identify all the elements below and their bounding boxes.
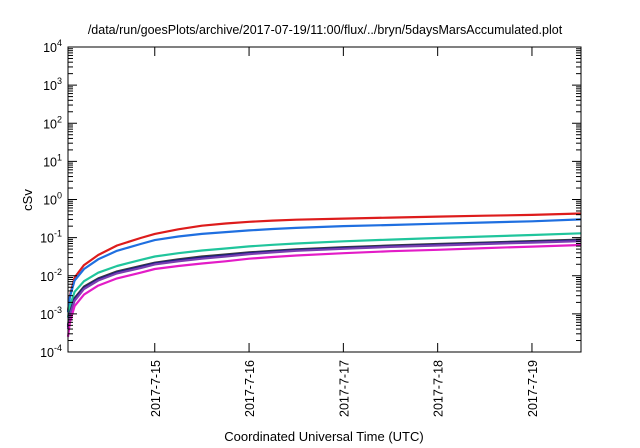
y-tick-exponent: 2 <box>57 114 62 124</box>
y-tick-label: 103 <box>43 76 62 93</box>
y-tick-base: 10 <box>43 117 57 131</box>
y-tick-label: 10-1 <box>40 229 62 246</box>
y-tick-label: 104 <box>43 38 62 55</box>
series-line-2 <box>66 218 582 313</box>
axes-layer: 10-410-310-210-11001011021031042017-7-15… <box>40 38 582 417</box>
chart-title: /data/run/goesPlots/archive/2017-07-19/1… <box>88 23 563 37</box>
y-tick-base: 10 <box>40 346 54 360</box>
x-tick-label: 2017-7-15 <box>149 360 163 417</box>
y-tick-base: 10 <box>43 194 57 208</box>
y-tick-label: 100 <box>43 191 62 208</box>
y-tick-exponent: 1 <box>57 152 62 162</box>
x-tick-label: 2017-7-19 <box>526 360 540 417</box>
x-axis-label: Coordinated Universal Time (UTC) <box>224 429 423 444</box>
y-tick-exponent: 0 <box>57 191 62 201</box>
y-tick-label: 10-4 <box>40 343 62 360</box>
y-tick-label: 101 <box>43 152 62 169</box>
series-layer <box>66 212 582 337</box>
y-tick-base: 10 <box>43 41 57 55</box>
series-line-6 <box>66 240 582 330</box>
y-tick-base: 10 <box>43 155 57 169</box>
y-tick-base: 10 <box>40 308 54 322</box>
series-line-7 <box>66 243 582 337</box>
y-tick-exponent: 3 <box>57 76 62 86</box>
y-tick-base: 10 <box>43 79 57 93</box>
plot-frame <box>67 46 582 353</box>
series-line-4 <box>66 238 582 326</box>
y-tick-exponent: -2 <box>54 267 62 277</box>
x-tick-label: 2017-7-16 <box>243 360 257 417</box>
series-line-1 <box>66 212 582 312</box>
y-tick-exponent: -1 <box>54 229 62 239</box>
y-tick-label: 10-2 <box>40 267 62 284</box>
y-tick-exponent: -3 <box>54 305 62 315</box>
y-tick-base: 10 <box>40 232 54 246</box>
x-tick-label: 2017-7-17 <box>337 360 351 417</box>
y-tick-label: 10-3 <box>40 305 62 322</box>
series-line-3 <box>66 232 582 318</box>
x-tick-label: 2017-7-18 <box>432 360 446 417</box>
y-tick-label: 102 <box>43 114 62 131</box>
y-tick-base: 10 <box>40 270 54 284</box>
y-tick-exponent: -4 <box>54 343 62 353</box>
y-tick-exponent: 4 <box>57 38 62 48</box>
y-axis-label: cSv <box>20 189 35 211</box>
